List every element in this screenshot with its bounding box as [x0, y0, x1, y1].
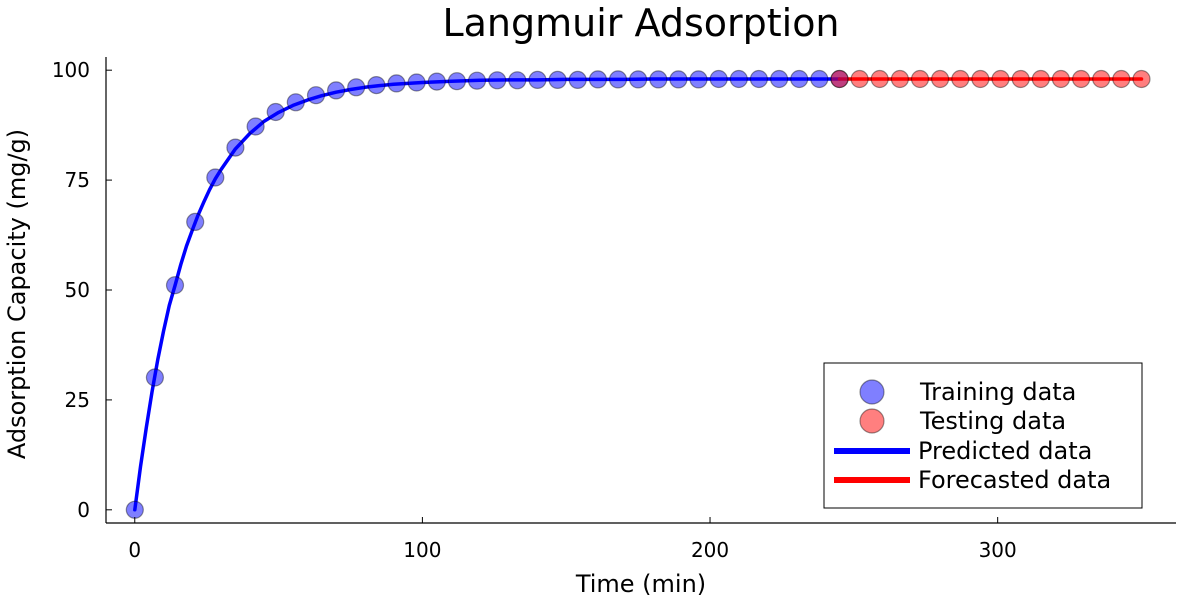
axes: 0 100 200 300 0 25 50 75 100: [52, 57, 1176, 562]
training-data-point: [508, 71, 527, 90]
legend-label-forecasted: Forecasted data: [918, 466, 1111, 494]
testing-data-point: [1051, 69, 1071, 89]
legend-marker-training: [859, 379, 885, 405]
testing-data-point: [910, 69, 930, 89]
training-data-point: [306, 86, 326, 105]
y-tick-label: 50: [65, 278, 90, 302]
training-data-point: [226, 138, 245, 157]
training-data-point: [548, 70, 567, 90]
series-points: [125, 69, 1151, 519]
x-tick-label: 0: [128, 538, 141, 562]
training-data-point: [488, 71, 507, 90]
plot-area: [125, 69, 1151, 519]
training-data-point: [568, 70, 587, 90]
y-tick-label: 75: [65, 168, 90, 192]
legend-marker-testing: [859, 408, 885, 434]
training-data-point: [810, 69, 829, 89]
training-data-point: [145, 368, 164, 387]
training-data-point: [447, 72, 466, 91]
training-data-point: [467, 71, 487, 90]
legend-label-predicted: Predicted data: [918, 437, 1092, 465]
training-data-point: [367, 75, 386, 95]
testing-data-point: [850, 69, 869, 89]
training-data-point: [206, 168, 225, 187]
training-data-point: [588, 70, 608, 89]
training-data-point: [709, 69, 728, 89]
chart-title: Langmuir Adsorption: [442, 1, 839, 45]
training-data-point: [689, 70, 708, 89]
testing-data-point: [1132, 69, 1151, 89]
training-data-point: [628, 70, 648, 89]
y-tick-label: 25: [65, 388, 90, 412]
x-axis-label: Time (min): [575, 570, 706, 598]
testing-data-point: [930, 69, 950, 89]
y-ticks: 0 25 50 75 100: [52, 58, 112, 522]
training-data-point: [246, 117, 265, 136]
training-data-point: [769, 69, 789, 89]
legend-label-training: Training data: [919, 378, 1076, 406]
training-data-point: [649, 70, 668, 89]
testing-data-point: [951, 69, 970, 89]
testing-data-point: [1011, 69, 1030, 89]
training-data-point: [407, 73, 426, 92]
testing-data-point: [870, 69, 889, 89]
training-data-point: [749, 69, 769, 89]
training-data-point: [528, 70, 547, 90]
testing-data-point: [991, 69, 1010, 89]
testing-data-point: [1071, 69, 1091, 89]
legend-label-testing: Testing data: [919, 407, 1066, 435]
legend: Training data Testing data Predicted dat…: [823, 362, 1143, 509]
testing-data-point: [830, 69, 849, 89]
training-data-point: [286, 93, 305, 112]
x-tick-label: 200: [691, 538, 729, 562]
training-data-point: [790, 69, 809, 89]
training-data-point: [125, 500, 144, 519]
training-data-point: [266, 102, 285, 122]
training-data-point: [347, 78, 366, 97]
training-data-point: [608, 70, 628, 89]
testing-data-point: [1031, 69, 1050, 89]
testing-data-point: [1092, 69, 1111, 89]
x-tick-label: 100: [403, 538, 441, 562]
training-data-point: [387, 74, 406, 93]
training-data-point: [165, 276, 185, 295]
y-axis-label: Adsorption Capacity (mg/g): [3, 129, 31, 459]
training-data-point: [186, 212, 205, 231]
x-tick-label: 300: [979, 538, 1017, 562]
training-data-point: [427, 72, 446, 91]
training-data-point: [729, 69, 748, 89]
x-ticks: 0 100 200 300: [128, 517, 1017, 562]
training-data-point: [327, 81, 346, 100]
testing-data-point: [1112, 69, 1131, 89]
y-tick-label: 0: [77, 498, 90, 522]
testing-data-point: [890, 69, 910, 89]
training-data-point: [669, 70, 688, 89]
y-tick-label: 100: [52, 58, 90, 82]
testing-data-point: [971, 69, 990, 89]
